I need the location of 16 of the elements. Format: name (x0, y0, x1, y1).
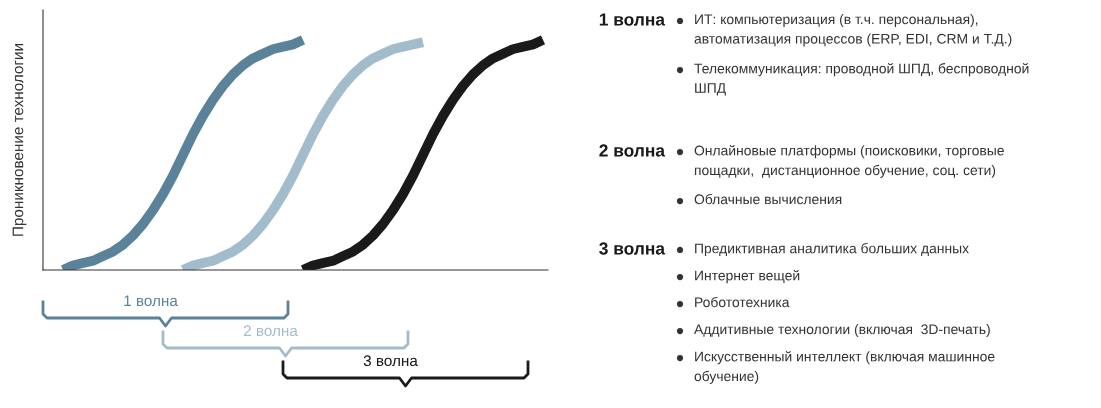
text: Интернет вещей (695, 270, 800, 284)
text: Облачные вычисления (694, 193, 842, 205)
text: 3 волна (599, 242, 666, 255)
text: Искусственный интеллект (включая машинное обучение) (694, 351, 995, 384)
text: Аддитивные технологии (включая 3D-печать) (694, 324, 990, 337)
text: 1 волна (124, 295, 178, 307)
text: 3 волна (363, 355, 418, 367)
text: 1 волна (599, 13, 666, 26)
y-axis-title: Проникновение технологии (12, 43, 27, 236)
text: 2 волна (599, 144, 666, 157)
text: ИТ: компьютеризация (в т.ч. персональная), автоматизация процессов (ERP, EDI, CRM и Т.Д.) (694, 14, 1012, 47)
text: 2 волна (243, 325, 298, 337)
text: Предиктивная аналитика больших данных (695, 243, 969, 257)
text: Телекоммуникация: проводной ШПД, беспроводной ШПД (694, 63, 1029, 96)
text: Робототехника (695, 296, 790, 308)
text: Онлайновые платформы (поисковики, торговые пощадки, дистанционное обучение, соц. сети) (694, 145, 1004, 178)
